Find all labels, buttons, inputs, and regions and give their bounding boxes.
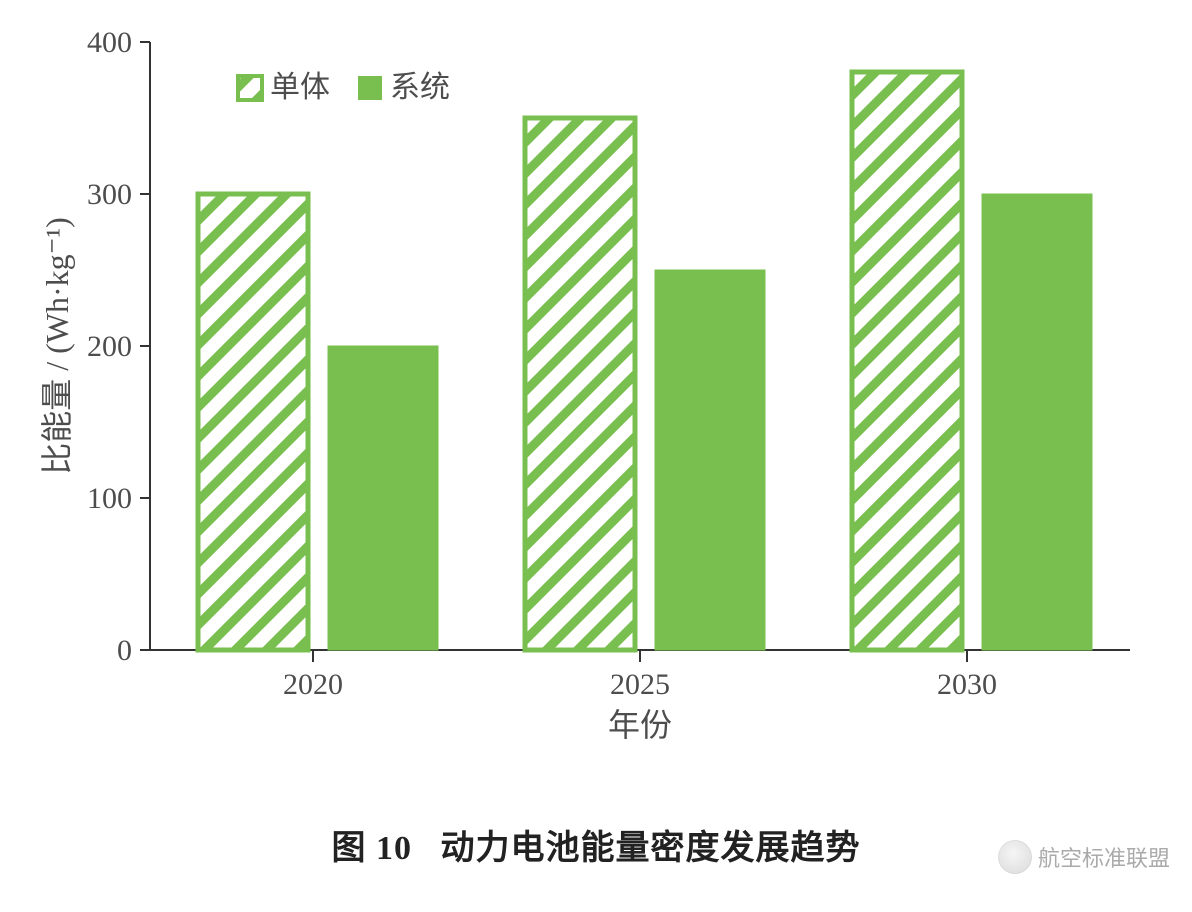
legend-swatch-system bbox=[358, 76, 382, 100]
legend: 单体 系统 bbox=[238, 71, 450, 104]
bar-cell-2025 bbox=[525, 118, 635, 650]
bar-system-2025 bbox=[655, 270, 765, 650]
x-axis-label: 年份 bbox=[608, 707, 672, 743]
x-ticks: 2020 2025 2030 bbox=[283, 650, 997, 701]
ytick-0: 0 bbox=[117, 634, 132, 667]
bar-cell-2020 bbox=[198, 194, 308, 650]
ytick-300: 300 bbox=[87, 178, 132, 211]
legend-label-system: 系统 bbox=[390, 71, 450, 104]
energy-density-bar-chart: 0 100 200 300 400 2020 2025 2030 年份 比 bbox=[40, 30, 1152, 750]
bar-cell-2030 bbox=[852, 72, 962, 650]
y-ticks: 0 100 200 300 400 bbox=[87, 30, 150, 667]
xtick-1: 2025 bbox=[610, 668, 670, 701]
xtick-2: 2030 bbox=[937, 668, 997, 701]
bars bbox=[198, 72, 1092, 650]
watermark: 航空标准联盟 bbox=[998, 840, 1170, 874]
legend-swatch-cell bbox=[238, 76, 262, 100]
ytick-100: 100 bbox=[87, 482, 132, 515]
caption-title: 动力电池能量密度发展趋势 bbox=[441, 830, 861, 867]
watermark-icon bbox=[998, 840, 1032, 874]
bar-system-2030 bbox=[982, 194, 1092, 650]
ytick-200: 200 bbox=[87, 330, 132, 363]
bar-system-2020 bbox=[328, 346, 438, 650]
y-axis-label: 比能量 / (Wh·kg⁻¹) bbox=[40, 217, 75, 475]
watermark-text: 航空标准联盟 bbox=[1038, 841, 1170, 873]
chart-svg: 0 100 200 300 400 2020 2025 2030 年份 比 bbox=[40, 30, 1152, 750]
xtick-0: 2020 bbox=[283, 668, 343, 701]
ytick-400: 400 bbox=[87, 30, 132, 59]
caption-prefix: 图 10 bbox=[332, 830, 413, 867]
legend-label-cell: 单体 bbox=[270, 71, 330, 104]
